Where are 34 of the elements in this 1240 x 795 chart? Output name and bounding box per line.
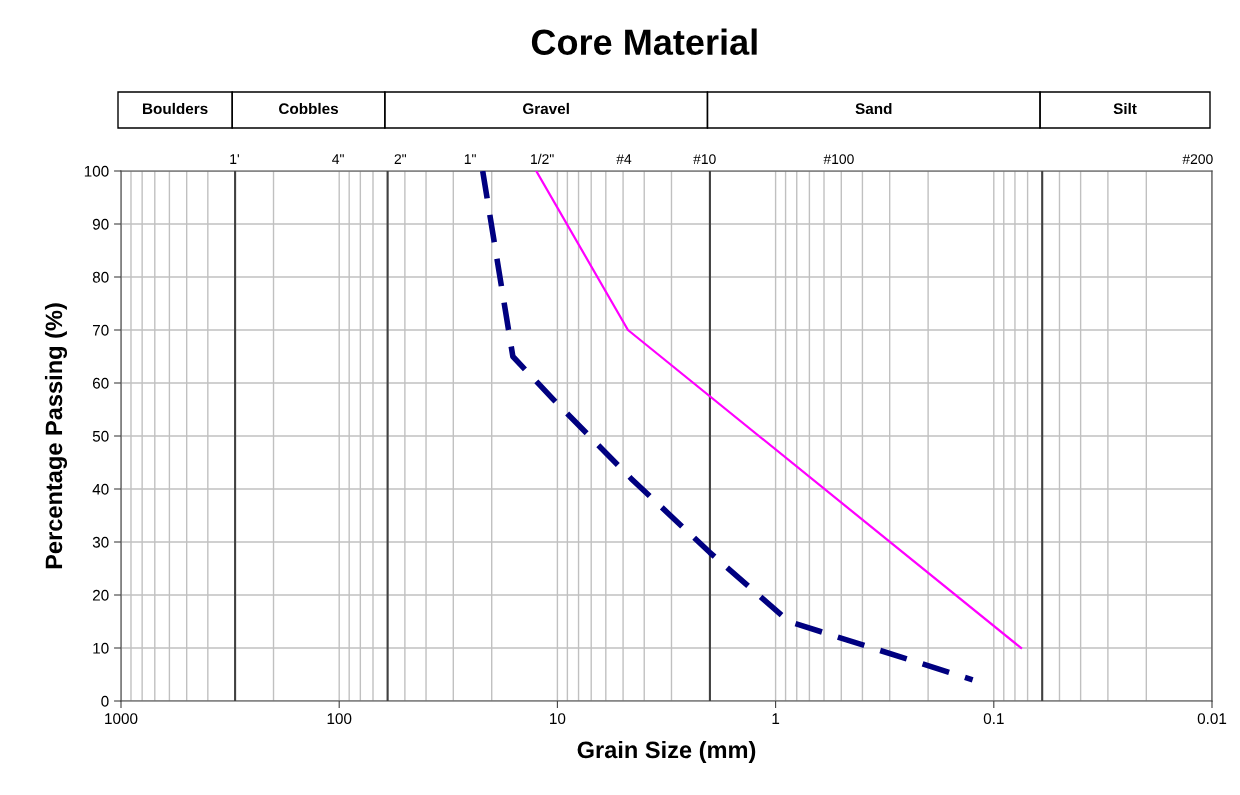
y-axis-title: Percentage Passing (%)	[44, 303, 68, 569]
text: 4"	[332, 154, 344, 164]
y-tick-label: 10	[93, 642, 109, 654]
x-tick-label: 10	[550, 713, 566, 725]
y-tick-label: 90	[92, 218, 109, 230]
y-tick-label: 50	[92, 430, 109, 442]
text: Boulders	[143, 102, 208, 115]
chart-title: Core Material	[531, 28, 757, 56]
y-tick-label: 30	[92, 536, 109, 548]
x-tick-label: 0.01	[1197, 713, 1227, 725]
y-tick-label: 20	[92, 589, 109, 601]
x-tick-label: 1	[772, 713, 780, 724]
text: #100	[823, 154, 854, 165]
x-tick-label: 100	[327, 713, 352, 725]
text: #200	[1182, 154, 1213, 165]
x-tick-label: 0.1	[983, 713, 1004, 725]
text: Sand	[855, 102, 892, 115]
text: 1/2"	[531, 153, 554, 165]
x-tick-label: 1000	[105, 713, 138, 725]
y-tick-label: 100	[84, 165, 109, 177]
text: Cobbles	[279, 102, 339, 115]
y-tick-label: 80	[92, 271, 109, 283]
text: 1'	[230, 154, 239, 164]
text: #4	[616, 154, 632, 164]
y-tick-label: 70	[92, 324, 109, 336]
y-tick-label: 60	[92, 377, 109, 389]
text: Silt	[1113, 102, 1137, 115]
y-tick-label: 0	[101, 695, 109, 707]
text: 2"	[394, 154, 407, 164]
text: 1"	[464, 154, 476, 164]
x-axis-title: Grain Size (mm)	[577, 740, 756, 763]
text: #10	[693, 154, 716, 165]
y-tick-label: 40	[92, 483, 109, 495]
text: Gravel	[523, 102, 569, 115]
